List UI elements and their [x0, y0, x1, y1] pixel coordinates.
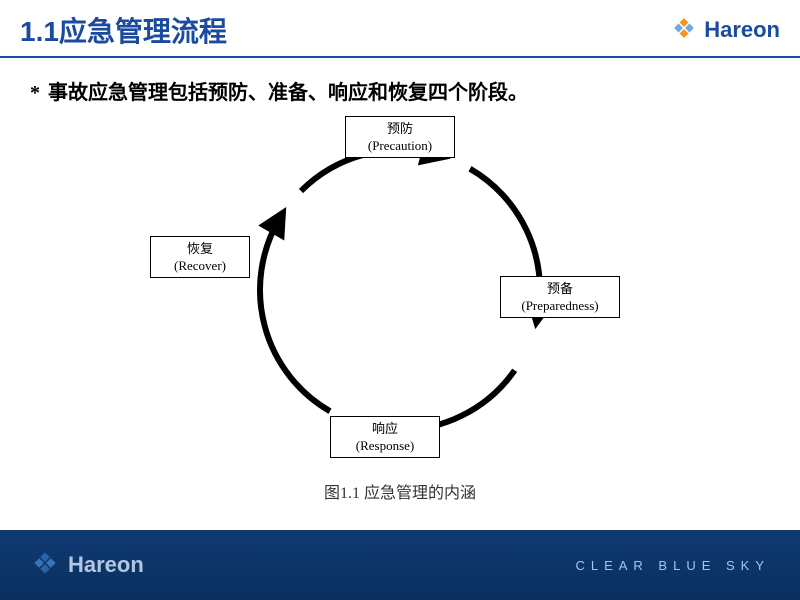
footer-logo-text: Hareon — [68, 552, 144, 578]
hareon-logo-icon — [670, 14, 698, 47]
node-label-cn: 预备 — [511, 281, 609, 298]
cycle-node-precaution: 预防(Precaution) — [345, 116, 455, 158]
cycle-node-preparedness: 预备(Preparedness) — [500, 276, 620, 318]
cycle-arc — [260, 220, 330, 411]
hareon-logo-icon — [30, 548, 60, 583]
node-label-cn: 响应 — [341, 421, 429, 438]
node-label-cn: 预防 — [356, 121, 444, 138]
footer-banner: Hareon CLEAR BLUE SKY — [0, 530, 800, 600]
brand-logo: Hareon — [670, 14, 780, 47]
page-title: 1.1应急管理流程 — [20, 10, 227, 50]
cycle-node-recover: 恢复(Recover) — [150, 236, 250, 278]
intro-line: * 事故应急管理包括预防、准备、响应和恢复四个阶段。 — [0, 58, 800, 105]
figure-caption: 图1.1 应急管理的内涵 — [0, 479, 800, 503]
node-label-en: (Preparedness) — [511, 298, 609, 315]
node-label-cn: 恢复 — [161, 241, 239, 258]
node-label-en: (Precaution) — [356, 138, 444, 155]
footer-tagline: CLEAR BLUE SKY — [575, 558, 770, 573]
node-label-en: (Response) — [341, 438, 429, 455]
cycle-node-response: 响应(Response) — [330, 416, 440, 458]
intro-text: 事故应急管理包括预防、准备、响应和恢复四个阶段。 — [48, 82, 528, 104]
bullet-icon: * — [30, 82, 40, 104]
header: 1.1应急管理流程 Hareon — [0, 0, 800, 58]
node-label-en: (Recover) — [161, 258, 239, 275]
brand-logo-text: Hareon — [704, 17, 780, 43]
footer-logo: Hareon — [30, 548, 144, 583]
cycle-diagram: 预防(Precaution) 预备(Preparedness) 响应(Respons… — [140, 115, 660, 475]
